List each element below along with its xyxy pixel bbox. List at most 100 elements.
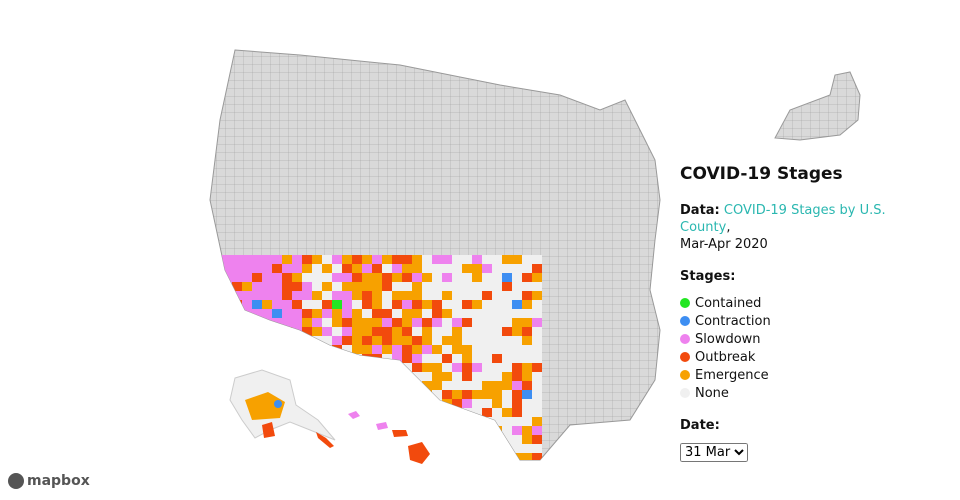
county (492, 336, 502, 345)
county (512, 426, 522, 435)
county (522, 327, 532, 336)
alaska-region (262, 422, 275, 438)
county (242, 291, 252, 300)
county (392, 327, 402, 336)
county (242, 345, 252, 354)
date-select[interactable]: 31 Mar (680, 443, 748, 462)
county (442, 363, 452, 372)
county (402, 417, 412, 426)
county (242, 444, 252, 453)
county (222, 318, 232, 327)
county (392, 372, 402, 381)
county (422, 345, 432, 354)
legend: Contained Contraction Slowdown Outbreak Emer… (680, 294, 940, 402)
county (452, 264, 462, 273)
county (472, 336, 482, 345)
county (462, 264, 472, 273)
county (362, 255, 372, 264)
county (322, 291, 332, 300)
county (442, 417, 452, 426)
county (322, 273, 332, 282)
county (292, 273, 302, 282)
county (262, 345, 272, 354)
legend-label: Contraction (695, 313, 771, 329)
county (512, 327, 522, 336)
county (212, 381, 222, 390)
county (392, 291, 402, 300)
county (222, 327, 232, 336)
county (442, 462, 452, 471)
county (372, 345, 382, 354)
data-link[interactable]: COVID-19 Stages by U.S. County (680, 203, 886, 235)
county (432, 300, 442, 309)
county (482, 444, 492, 453)
county (462, 345, 472, 354)
county (372, 399, 382, 408)
county (532, 426, 542, 435)
county (442, 426, 452, 435)
county (532, 444, 542, 453)
county (372, 273, 382, 282)
county (222, 381, 232, 390)
county (252, 444, 262, 453)
county (532, 327, 542, 336)
county (222, 354, 232, 363)
county (442, 327, 452, 336)
county (362, 318, 372, 327)
county (492, 309, 502, 318)
county (332, 390, 342, 399)
county (292, 426, 302, 435)
county (262, 255, 272, 264)
county (362, 363, 372, 372)
county (482, 426, 492, 435)
county (322, 381, 332, 390)
county (342, 354, 352, 363)
county (422, 426, 432, 435)
legend-item: Outbreak (680, 348, 940, 366)
county (372, 444, 382, 453)
county (382, 444, 392, 453)
county (522, 345, 532, 354)
county (352, 381, 362, 390)
county (302, 273, 312, 282)
county (432, 426, 442, 435)
county (312, 282, 322, 291)
county (352, 390, 362, 399)
county (272, 345, 282, 354)
county (442, 318, 452, 327)
county (272, 363, 282, 372)
county (532, 453, 542, 460)
county (512, 399, 522, 408)
county (302, 363, 312, 372)
county (252, 255, 262, 264)
county (502, 300, 512, 309)
county (372, 291, 382, 300)
county (482, 462, 492, 471)
county (412, 255, 422, 264)
county (282, 273, 292, 282)
county (422, 282, 432, 291)
county (402, 336, 412, 345)
county (362, 426, 372, 435)
county (222, 417, 232, 426)
county (232, 318, 242, 327)
county (352, 282, 362, 291)
county (222, 291, 232, 300)
county (292, 264, 302, 273)
county (452, 426, 462, 435)
county (352, 327, 362, 336)
county (212, 318, 222, 327)
county (352, 273, 362, 282)
county (312, 363, 322, 372)
attribution: mapbox (8, 473, 90, 489)
county (412, 291, 422, 300)
county (362, 273, 372, 282)
county (272, 309, 282, 318)
county-layer (212, 255, 542, 471)
county (322, 390, 332, 399)
county (222, 255, 232, 264)
county (302, 354, 312, 363)
county (262, 444, 272, 453)
county (282, 462, 292, 471)
